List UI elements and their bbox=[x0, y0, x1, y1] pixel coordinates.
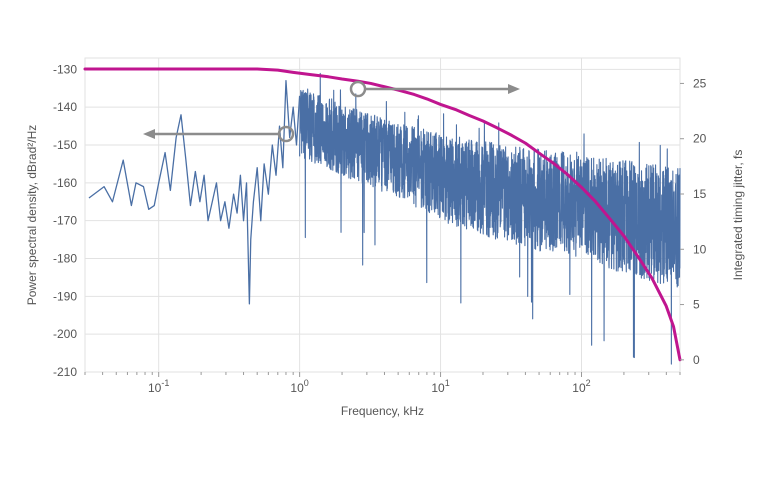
y-axis-left-label: Power spectral density, dBrad²/Hz bbox=[25, 125, 39, 306]
y-right-tick-label: 0 bbox=[693, 353, 700, 367]
jitter-line bbox=[83, 67, 682, 362]
x-tick-label: 102 bbox=[572, 378, 590, 395]
psd-line bbox=[88, 80, 301, 305]
y-right-tick-label: 10 bbox=[693, 242, 707, 256]
arrow-right-circle bbox=[349, 80, 367, 98]
arrow-left-circle bbox=[277, 125, 295, 143]
y-left-tick-label: -130 bbox=[53, 62, 77, 76]
y-left-tick-label: -150 bbox=[53, 138, 77, 152]
x-tick-label: 10-1 bbox=[148, 378, 169, 395]
y-right-tick-label: 5 bbox=[693, 298, 700, 312]
y-right-tick-label: 20 bbox=[693, 132, 707, 146]
psd-noise-band bbox=[299, 72, 681, 365]
y-left-tick-label: -160 bbox=[53, 176, 77, 190]
y-left-tick-label: -200 bbox=[53, 327, 77, 341]
axes: -130 -140 -150 -160 -170 -180 -190 -200 -210 10-1… bbox=[53, 62, 707, 395]
series-layer bbox=[83, 67, 682, 365]
y-right-tick-label: 25 bbox=[693, 76, 707, 90]
y-left-tick-label: -140 bbox=[53, 100, 77, 114]
axis-labels: Frequency, kHz Power spectral density, d… bbox=[25, 125, 745, 418]
arrow-right-head bbox=[508, 84, 520, 94]
y-left-tick-label: -190 bbox=[53, 289, 77, 303]
x-axis-label: Frequency, kHz bbox=[341, 404, 424, 418]
y-left-tick-label: -170 bbox=[53, 214, 77, 228]
y-left-tick-label: -210 bbox=[53, 365, 77, 379]
arrow-left-head bbox=[143, 129, 155, 139]
y-axis-right-label: Integrated timing jitter, fs bbox=[731, 150, 745, 281]
x-tick-label: 101 bbox=[431, 378, 449, 395]
annotations bbox=[143, 80, 520, 143]
y-left-tick-label: -180 bbox=[53, 252, 77, 266]
y-right-tick-label: 15 bbox=[693, 187, 707, 201]
x-tick-label: 100 bbox=[290, 378, 308, 395]
